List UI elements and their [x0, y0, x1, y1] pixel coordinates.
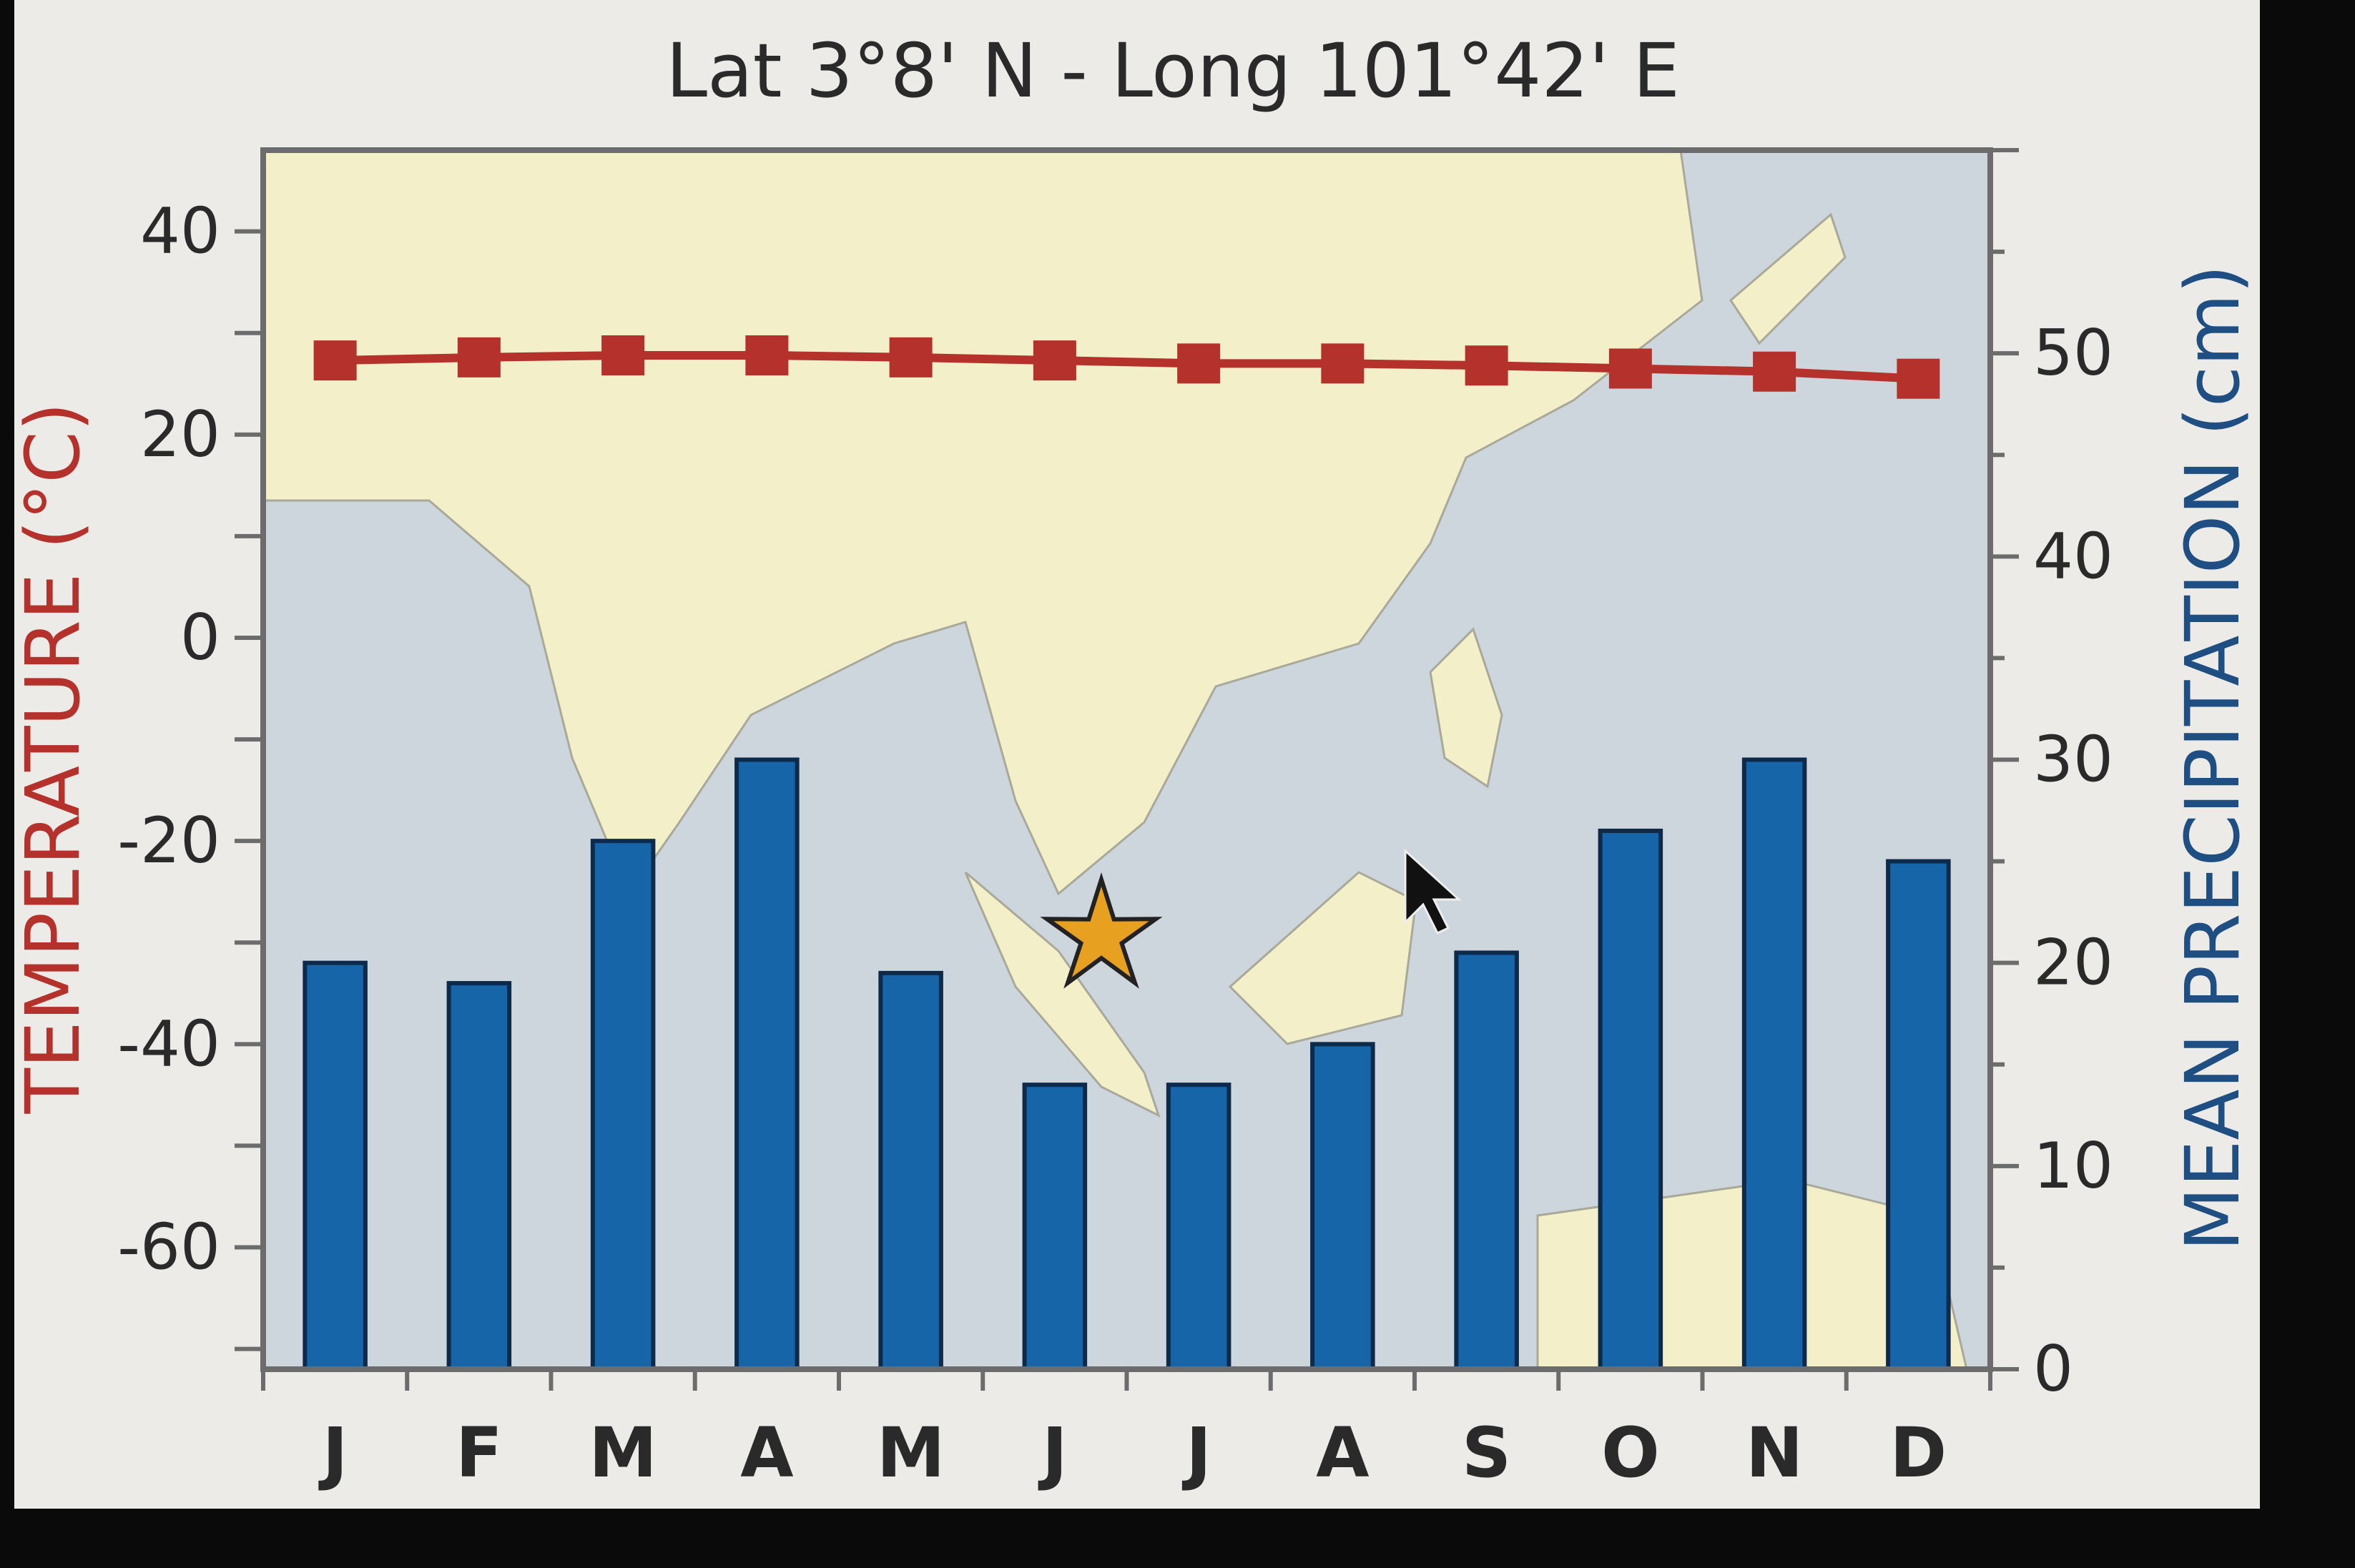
right-tick-label: 30 [2033, 723, 2113, 797]
right-axis-label: MEAN PRECIPITATION (cm) [2169, 265, 2256, 1251]
location-star-marker [1040, 872, 1163, 989]
temperature-point [313, 340, 357, 381]
right-tick-label: 10 [2033, 1129, 2113, 1203]
temperature-line [335, 351, 1919, 383]
precipitation-bar [1166, 1083, 1231, 1371]
x-tick-label: M [877, 1413, 945, 1493]
precipitation-bar [734, 757, 800, 1371]
left-tick-label: 0 [180, 601, 220, 674]
precipitation-bar [590, 839, 656, 1371]
precipitation-bar [1598, 828, 1663, 1372]
temperature-point [1033, 340, 1076, 381]
temperature-point [601, 335, 645, 376]
right-tick-label: 20 [2033, 926, 2113, 1000]
precipitation-bar [878, 970, 943, 1371]
left-tick-label: -20 [117, 804, 220, 877]
x-tick-label: A [1316, 1413, 1369, 1493]
temperature-point [1321, 343, 1365, 384]
precipitation-bar [303, 960, 368, 1371]
x-tick-label: F [456, 1413, 503, 1493]
precipitation-bar [1886, 859, 1951, 1372]
right-tick-label: 0 [2033, 1332, 2073, 1406]
x-tick-label: N [1746, 1413, 1803, 1493]
precipitation-bar [1741, 757, 1807, 1371]
map-philippines [1429, 627, 1503, 789]
temperature-point [889, 337, 933, 378]
precipitation-bar [1454, 950, 1519, 1372]
x-tick-label: A [740, 1413, 793, 1493]
temperature-point [1608, 348, 1652, 389]
temperature-point [1897, 358, 1940, 399]
x-tick-label: M [589, 1413, 657, 1493]
x-tick-label: D [1890, 1413, 1947, 1493]
temperature-point [1465, 345, 1508, 386]
left-tick-label: -60 [117, 1210, 220, 1284]
left-axis-label: TEMPERATURE (°C) [9, 403, 97, 1115]
right-tick-label: 40 [2033, 519, 2113, 593]
x-tick-label: S [1462, 1413, 1511, 1493]
left-tick-label: -40 [117, 1007, 220, 1080]
right-tick-label: 50 [2033, 316, 2113, 390]
map-borneo [1228, 871, 1417, 1045]
precipitation-bar [1022, 1083, 1088, 1371]
mouse-cursor-icon [1404, 848, 1462, 935]
map-japan [1729, 212, 1847, 345]
x-tick-label: J [318, 1413, 348, 1493]
temperature-point [745, 335, 789, 376]
precipitation-bar [446, 981, 512, 1372]
x-tick-label: J [1181, 1413, 1211, 1493]
temperature-point [1753, 351, 1796, 392]
left-tick-label: 40 [140, 194, 220, 268]
temperature-point [457, 337, 501, 378]
x-tick-label: O [1601, 1413, 1660, 1493]
map-sumatra [964, 871, 1161, 1118]
chart-title: Lat 3°8' N - Long 101°42' E [666, 27, 1680, 114]
temperature-point [1177, 343, 1221, 384]
left-tick-label: 20 [140, 398, 220, 471]
x-tick-label: J [1038, 1413, 1068, 1493]
precipitation-bar [1310, 1042, 1375, 1372]
